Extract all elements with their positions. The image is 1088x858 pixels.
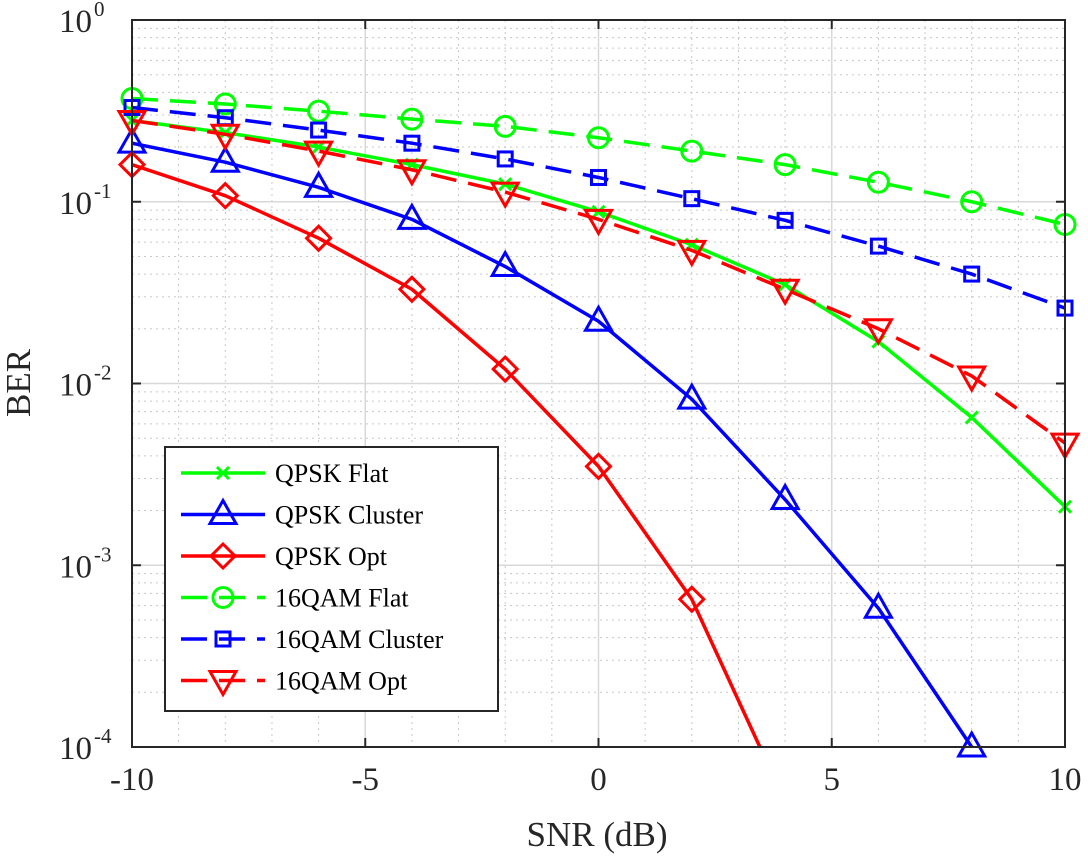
series-3-point (491, 354, 520, 384)
y-tick-label: 10 (59, 186, 92, 222)
series-5-point (496, 150, 514, 168)
x-tick-label: -5 (352, 762, 380, 798)
series-6-point (956, 365, 988, 394)
series-5-point (963, 265, 981, 283)
legend-box (164, 446, 499, 712)
y-tick-exponent: -2 (94, 361, 112, 385)
legend-marker (211, 586, 235, 609)
series-2-point (489, 249, 521, 278)
series-6 (116, 109, 1081, 461)
series-2-point (862, 591, 894, 619)
series-6-point (396, 159, 428, 187)
legend-entry: QPSK Flat (181, 459, 389, 488)
x-tick-label: -10 (110, 762, 154, 798)
legend-entry: QPSK Cluster (181, 497, 423, 530)
y-tick-label: 10 (59, 4, 92, 40)
series-4-point (400, 107, 424, 131)
y-tick-label: 10 (59, 549, 92, 585)
series-2-point (209, 145, 241, 173)
series-2 (116, 126, 988, 758)
series-4-point (587, 126, 610, 150)
series-line-2 (132, 141, 974, 747)
y-tick-exponent: 0 (94, 0, 105, 21)
legend-marker (208, 541, 238, 571)
series-4-point (773, 153, 797, 177)
series-5-point (776, 211, 794, 229)
y-axis-label: BER (0, 348, 38, 417)
series-4-point (960, 190, 984, 214)
series-6-point (862, 318, 894, 346)
series-line-4 (132, 96, 1065, 227)
legend-label: QPSK Cluster (275, 501, 423, 530)
series-3-point (677, 585, 706, 614)
series-5-point (683, 190, 701, 208)
legend-label: QPSK Opt (275, 542, 388, 571)
y-tick-exponent: -1 (94, 179, 112, 203)
legend-entry: 16QAM Flat (181, 584, 409, 613)
series-3 (117, 150, 762, 747)
series-4-point (213, 92, 237, 116)
series-6-point (676, 239, 708, 268)
legend-label: QPSK Flat (275, 459, 389, 488)
series-4-point (307, 99, 331, 123)
legend-label: 16QAM Flat (275, 584, 409, 613)
x-tick-label: 10 (1049, 762, 1082, 798)
axes (131, 19, 1066, 748)
series-3-point (211, 181, 240, 210)
series-4-point (680, 139, 704, 163)
series-2-point (956, 729, 988, 758)
legend-marker (207, 670, 239, 698)
series-2-point (582, 304, 615, 332)
x-tick-label: 0 (590, 762, 607, 798)
series-6-point (303, 140, 335, 169)
series-6-point (489, 181, 521, 210)
series-1-point (964, 410, 979, 425)
series-2-point (396, 202, 428, 230)
series-6-point (769, 278, 801, 307)
series-2-point (676, 382, 708, 410)
series-3-point (397, 275, 427, 304)
legend-marker (214, 630, 232, 648)
y-tick-exponent: -4 (94, 724, 112, 748)
legend-entry: QPSK Opt (181, 541, 388, 571)
legend-marker (215, 465, 231, 481)
series-2-point (769, 482, 801, 511)
series-5-point (869, 237, 887, 255)
series-4-point (866, 170, 890, 194)
series-6-point (582, 208, 615, 237)
x-tick-label: 5 (824, 762, 841, 798)
series-line-5 (132, 105, 1065, 310)
legend: QPSK Flat QPSK Cluster QPSK Opt 16QAM Flat 1… (164, 446, 499, 712)
series-6-point (209, 123, 241, 152)
x-axis-label: SNR (dB) (527, 815, 668, 854)
series-line-6 (132, 118, 1065, 445)
series-5-point (403, 134, 421, 152)
y-tick-label: 10 (59, 368, 92, 404)
series-line-3 (132, 162, 762, 747)
legend-label: 16QAM Cluster (275, 625, 444, 654)
y-tick-label: 10 (59, 731, 92, 767)
series-2-point (303, 170, 335, 198)
legend-label: 16QAM Opt (275, 667, 408, 696)
series-3-point (304, 224, 333, 253)
series-4-point (493, 114, 517, 138)
series-3-point (584, 452, 613, 481)
series-5-point (590, 168, 607, 186)
legend-entry: 16QAM Opt (181, 667, 408, 698)
y-tick-exponent: -3 (94, 542, 112, 566)
legend-marker (207, 497, 239, 525)
series-5-point (310, 121, 328, 139)
legend-entry: 16QAM Cluster (181, 625, 444, 654)
